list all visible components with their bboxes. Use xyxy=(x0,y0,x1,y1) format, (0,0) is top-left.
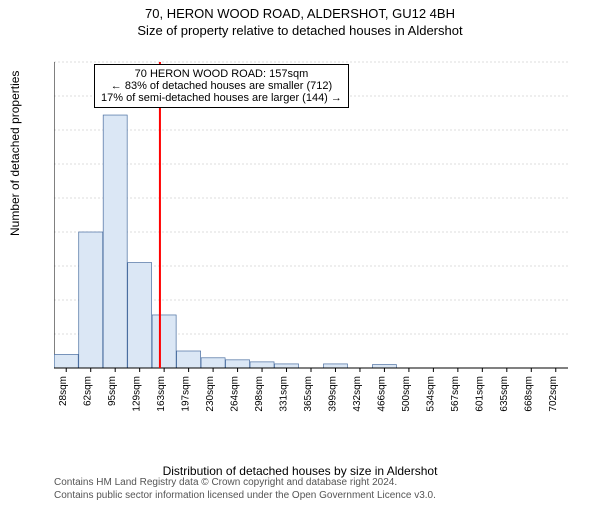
annotation-box: 70 HERON WOOD ROAD: 157sqm ← 83% of deta… xyxy=(94,64,349,108)
main-title: 70, HERON WOOD ROAD, ALDERSHOT, GU12 4BH xyxy=(0,6,600,21)
footer-line2: Contains public sector information licen… xyxy=(54,490,436,503)
sub-title: Size of property relative to detached ho… xyxy=(0,23,600,38)
svg-text:432sqm: 432sqm xyxy=(352,376,363,412)
histogram-plot: 05010015020025030035040045028sqm62sqm95s… xyxy=(54,56,574,426)
svg-text:298sqm: 298sqm xyxy=(254,376,265,412)
svg-text:264sqm: 264sqm xyxy=(230,376,241,412)
svg-text:62sqm: 62sqm xyxy=(83,376,94,406)
svg-text:466sqm: 466sqm xyxy=(376,376,387,412)
svg-text:500sqm: 500sqm xyxy=(401,376,412,412)
svg-text:95sqm: 95sqm xyxy=(107,376,118,406)
svg-text:28sqm: 28sqm xyxy=(58,376,69,406)
svg-text:567sqm: 567sqm xyxy=(450,376,461,412)
chart-area: 05010015020025030035040045028sqm62sqm95s… xyxy=(54,56,574,426)
svg-text:163sqm: 163sqm xyxy=(156,376,167,412)
annot-line2: ← 83% of detached houses are smaller (71… xyxy=(101,80,342,92)
footer: Contains HM Land Registry data © Crown c… xyxy=(54,477,436,502)
svg-text:197sqm: 197sqm xyxy=(181,376,192,412)
svg-text:365sqm: 365sqm xyxy=(303,376,314,412)
svg-text:668sqm: 668sqm xyxy=(523,376,534,412)
annot-line3: 17% of semi-detached houses are larger (… xyxy=(101,92,342,104)
svg-text:331sqm: 331sqm xyxy=(279,376,290,412)
svg-text:399sqm: 399sqm xyxy=(327,376,338,412)
y-axis-label: Number of detached properties xyxy=(8,71,22,236)
svg-text:702sqm: 702sqm xyxy=(548,376,559,412)
svg-text:129sqm: 129sqm xyxy=(132,376,143,412)
annot-line1: 70 HERON WOOD ROAD: 157sqm xyxy=(101,68,342,80)
x-axis-label: Distribution of detached houses by size … xyxy=(0,464,600,478)
svg-text:230sqm: 230sqm xyxy=(205,376,216,412)
footer-line1: Contains HM Land Registry data © Crown c… xyxy=(54,477,436,490)
svg-text:635sqm: 635sqm xyxy=(499,376,510,412)
svg-text:601sqm: 601sqm xyxy=(474,376,485,412)
svg-text:534sqm: 534sqm xyxy=(425,376,436,412)
